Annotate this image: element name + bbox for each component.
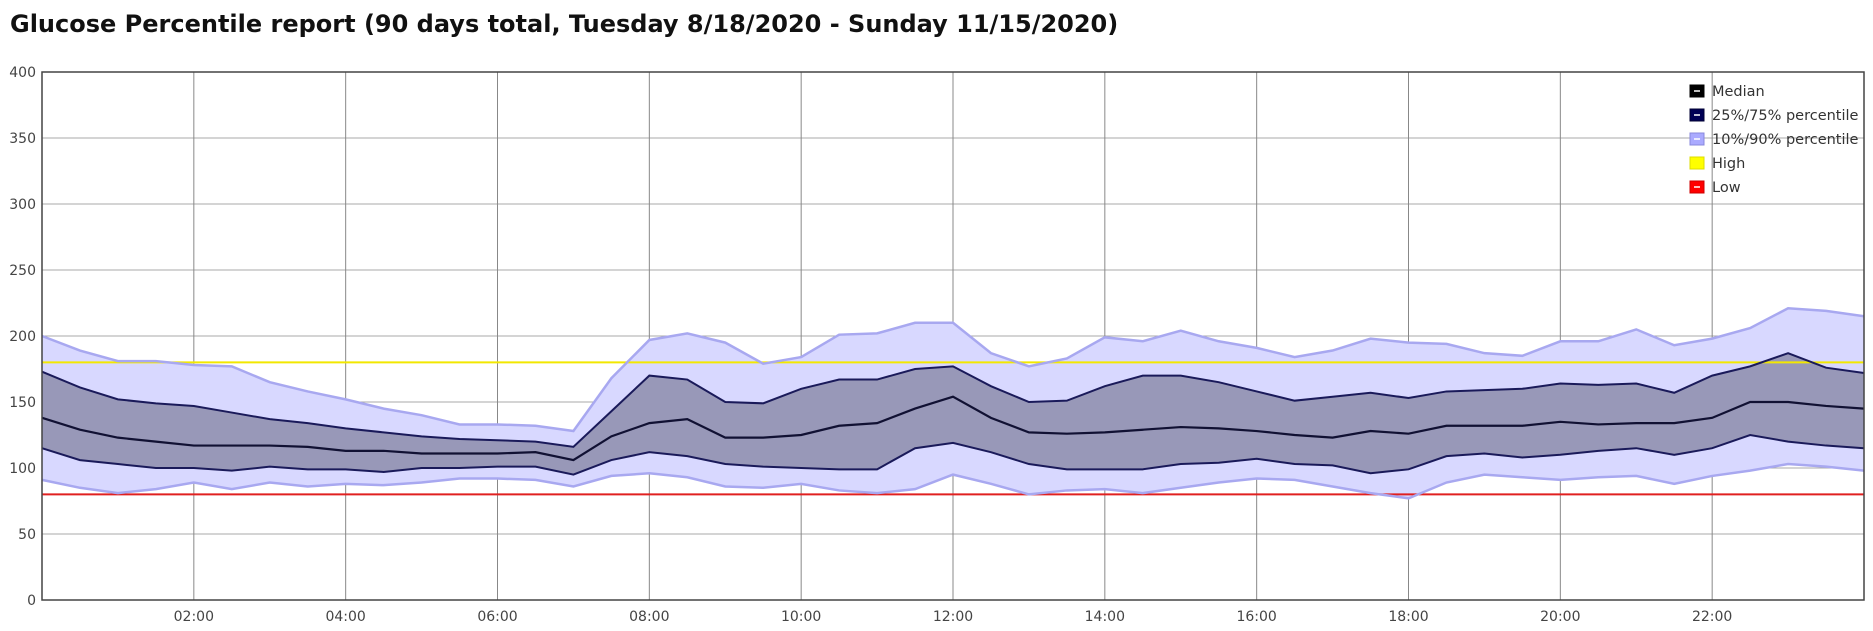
x-tick-label: 22:00 <box>1692 609 1732 625</box>
percentile-bands <box>42 308 1864 499</box>
x-tick-label: 12:00 <box>933 609 973 625</box>
legend-label: Low <box>1712 180 1741 196</box>
p75-line <box>41 352 1865 448</box>
legend-label: 25%/75% percentile <box>1712 108 1859 124</box>
x-tick-label: 18:00 <box>1388 609 1428 625</box>
legend: Median 25%/75% percentile 10%/90% percenti… <box>1689 84 1859 196</box>
y-tick-label: 50 <box>18 527 36 543</box>
y-tick-label: 150 <box>9 395 36 411</box>
legend-label: High <box>1712 156 1745 172</box>
threshold-lines <box>42 361 1864 496</box>
y-tick-label: 200 <box>9 329 36 345</box>
y-tick-label: 350 <box>9 131 36 147</box>
p90-line <box>41 307 1865 433</box>
legend-label: Median <box>1712 84 1765 100</box>
y-tick-label: 100 <box>9 461 36 477</box>
plot-frame <box>41 71 1865 601</box>
band-25-75 <box>42 353 1864 475</box>
p10-line <box>41 462 1865 500</box>
x-tick-label: 08:00 <box>629 609 669 625</box>
y-tick-label: 250 <box>9 263 36 279</box>
report-title: Glucose Percentile report (90 days total… <box>10 10 1119 38</box>
median-line <box>41 395 1865 462</box>
x-tick-label: 10:00 <box>781 609 821 625</box>
series-lines <box>41 307 1865 500</box>
legend-label: 10%/90% percentile <box>1712 132 1859 148</box>
y-tick-label: 300 <box>9 197 36 213</box>
x-tick-label: 20:00 <box>1540 609 1580 625</box>
x-tick-label: 04:00 <box>325 609 365 625</box>
x-tick-label: 02:00 <box>174 609 214 625</box>
p25-line <box>41 433 1865 476</box>
y-tick-label: 400 <box>9 65 36 81</box>
y-tick-label: 0 <box>27 593 36 609</box>
axes: 0 50 100 150 200 250 300 350 400 02:00 04:00 06:00 0… <box>9 65 1865 625</box>
x-tick-label: 06:00 <box>477 609 517 625</box>
x-tick-label: 14:00 <box>1085 609 1125 625</box>
x-tick-label: 16:00 <box>1236 609 1276 625</box>
